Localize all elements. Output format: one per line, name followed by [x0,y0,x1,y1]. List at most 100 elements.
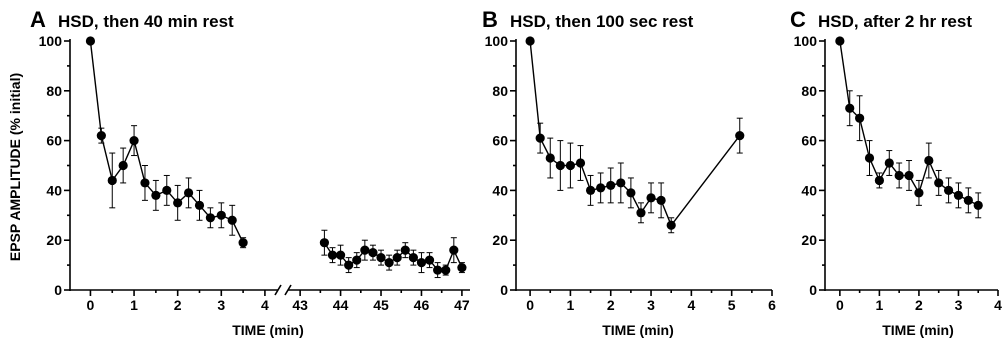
panel-b-letter: B [482,7,498,32]
panel-b-data-point [565,160,576,171]
panel-a-letter: A [30,7,46,32]
panel-b-data-point [626,188,636,198]
panel-a-seg2-data-point [392,253,402,263]
panel-b-data-point [666,220,676,230]
panel-b-data-point [575,158,586,168]
panel-a-seg1-data-point [129,136,139,146]
panel-c-data-point [904,170,914,181]
panel-c-y-tick-label: 60 [801,133,817,149]
panel-c-data-point [943,185,954,195]
panel-c-data-point [864,153,875,163]
panel-a-seg1-data-point [227,215,237,225]
panel-a-seg2-data-point [416,258,427,268]
panel-b-data-point [735,131,745,141]
panel-a-y-tick-label: 60 [46,133,62,149]
panel-b-y-tick-label: 20 [492,232,508,248]
panel-b-data-point [646,193,656,203]
panel-a-y-tick-label: 20 [46,232,62,248]
panel-a-x-tick-label: 47 [454,297,470,313]
panel-b-x-tick-label: 4 [687,297,695,313]
panel-b-title: HSD, then 100 sec rest [510,12,694,31]
panel-a-seg2-data-point [384,258,394,268]
panel-c-y-tick-label: 100 [794,33,818,49]
panel-c-y-tick-label: 40 [801,182,817,198]
panel-a-seg1-data-point [107,175,117,186]
panel-a-x-tick-label: 45 [373,297,389,313]
panel-a-seg2-data-point [424,255,435,265]
panel-a-seg2-data-point [441,265,451,275]
panel-a-seg2-data-point [408,253,418,263]
panel-c-x-tick-label: 1 [875,297,883,313]
panel-a-seg1-data-point [238,238,248,248]
panel-c-y-tick-label: 80 [801,83,817,99]
panel-b-data-point [636,208,646,218]
panel-c-x-tick-label: 3 [955,297,963,313]
panel-a-x-tick-label: 3 [217,297,225,313]
panel-a-x-axis-title: TIME (min) [232,322,304,338]
panel-c-x-tick-label: 2 [915,297,923,313]
panel-a-seg1-data-point [85,36,96,46]
panel-c-x-tick-label: 0 [836,297,844,313]
panel-a-seg1-data-point [162,185,172,195]
panel-c-x-axis-title: TIME (min) [882,322,954,338]
panel-a-x-tick-label: 0 [87,297,95,313]
panel-a-seg1-data-point [118,160,128,171]
panel-a-x-tick-label: 1 [130,297,138,313]
panel-a-x-tick-label: 46 [414,297,430,313]
panel-a-seg2-data-point [376,253,386,263]
panel-a-seg1-data-point [216,210,226,220]
panel-a-seg1-data-point [151,190,161,200]
panel-c-title: HSD, after 2 hr rest [818,12,972,31]
panel-a-seg1-data-point [183,188,194,198]
panel-b-data-point [535,133,545,143]
panel-b-x-tick-label: 6 [768,297,776,313]
panel-a-axis-break-mark [284,284,292,296]
panel-a-y-tick-label: 40 [46,182,62,198]
panel-b-x-tick-label: 5 [728,297,736,313]
panel-b-data-point [545,153,555,163]
panel-c-data-point [953,190,964,200]
panel-a-seg2-data-point [352,255,362,265]
panel-b-x-tick-label: 3 [647,297,655,313]
panel-b-data-point [525,36,535,46]
panel-a-seg2-data-point [449,245,459,255]
panel-c-data-point [855,113,865,123]
panel-b-data-point [656,195,666,205]
panel-b-data-point [585,185,596,195]
panel-b-x-tick-label: 2 [607,297,615,313]
panel-a-x-tick-label: 4 [261,297,269,313]
panel-b-y-tick-label: 100 [485,33,509,49]
panel-a-seg1-data-point [173,198,183,208]
panel-c-y-tick-label: 20 [801,232,817,248]
panel-a-seg2-data-point [319,238,329,248]
panel-b-y-tick-label: 0 [500,282,508,298]
panel-b-x-tick-label: 0 [526,297,534,313]
panel-a-seg2-data-point [433,265,443,275]
panel-a-y-tick-label: 80 [46,83,62,99]
panel-b-y-tick-label: 60 [492,133,508,149]
panel-b-x-tick-label: 1 [567,297,575,313]
y-axis-title: EPSP AMPLITUDE (% initial) [7,73,23,261]
panel-a-seg2-data-point [368,248,378,258]
panel-a-x-tick-label: 44 [333,297,349,313]
panel-c-y-tick-label: 0 [809,282,817,298]
panel-c-x-tick-label: 4 [994,297,1002,313]
panel-a-seg1-data-point [205,213,215,223]
panel-c-data-point [924,155,934,166]
panel-c-data-point [884,158,894,168]
panel-a-x-tick-label: 2 [174,297,182,313]
panel-a-seg1-data-point [194,200,205,210]
panel-b-y-tick-label: 40 [492,182,508,198]
panel-a-seg2-data-point [360,245,370,255]
panel-a-y-tick-label: 0 [54,282,62,298]
panel-a-x-tick-label: 43 [292,297,308,313]
panel-c-data-point [845,103,855,113]
panel-a-seg2-data-point [335,250,346,260]
panel-c-data-point [874,175,884,186]
panel-a-seg1-data-point [140,178,150,188]
panel-c-data-point [914,188,924,198]
panel-c-data-point [894,170,904,181]
panel-b-data-point [616,178,626,188]
